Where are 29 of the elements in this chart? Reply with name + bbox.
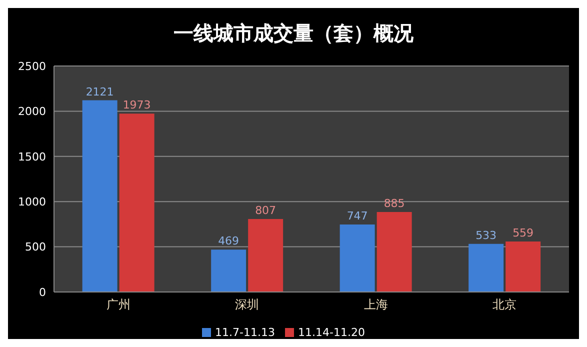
bar: [340, 224, 375, 292]
y-tick-label: 2000: [18, 105, 46, 118]
bar: [376, 212, 412, 292]
x-tick-label: 上海: [364, 298, 388, 312]
data-label: 2121: [86, 85, 114, 98]
data-label: 469: [218, 234, 240, 248]
bar: [82, 100, 118, 292]
chart-title: 一线城市成交量（套）概况: [172, 20, 414, 47]
y-tick-label: 1000: [18, 196, 46, 209]
legend-label: 11.7-11.13: [215, 326, 275, 339]
legend-label: 11.14-11.20: [298, 326, 365, 339]
y-tick-label: 0: [39, 286, 46, 299]
x-tick-label: 北京: [492, 298, 517, 312]
bar: [119, 114, 154, 292]
data-label: 747: [346, 209, 368, 222]
y-tick-label: 1500: [18, 150, 46, 164]
y-tick-label: 2500: [18, 60, 46, 73]
data-label: 533: [476, 228, 497, 242]
data-label: 885: [384, 196, 405, 210]
y-tick-label: 500: [25, 240, 46, 254]
x-tick-label: 广州: [106, 298, 130, 312]
data-label: 807: [255, 204, 276, 218]
bar: [506, 241, 541, 292]
x-tick-label: 深圳: [235, 298, 260, 312]
bar: [248, 219, 284, 292]
data-label: 559: [512, 226, 534, 240]
bar: [211, 250, 246, 292]
data-label: 1973: [122, 98, 151, 112]
bar: [468, 244, 504, 292]
